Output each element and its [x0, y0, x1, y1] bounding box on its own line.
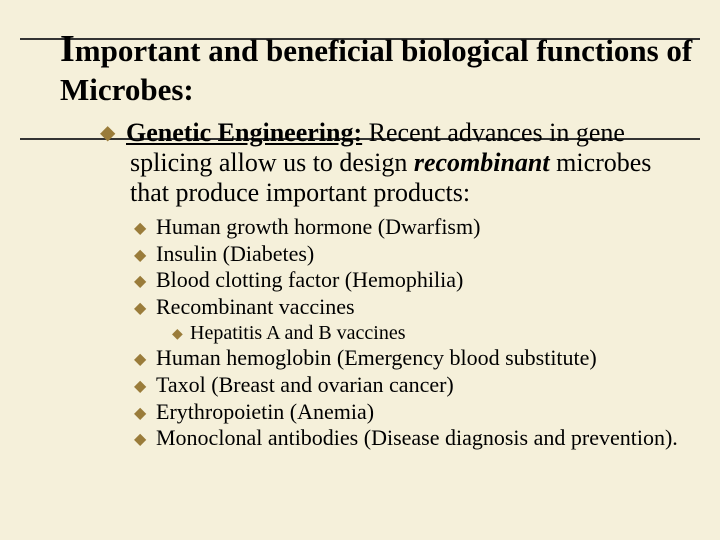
diamond-icon: ◆: [134, 350, 156, 370]
item-text: Recombinant vaccines: [156, 294, 355, 319]
diamond-icon: ◆: [134, 246, 156, 266]
content-area: ◆Genetic Engineering: Recent advances in…: [100, 118, 680, 452]
diamond-icon: ◆: [134, 272, 156, 292]
item-text: Erythropoietin (Anemia): [156, 399, 374, 424]
topic-emph: recombinant: [414, 148, 550, 177]
list-item: ◆Human hemoglobin (Emergency blood subst…: [134, 345, 680, 372]
list-item: ◆Blood clotting factor (Hemophilia): [134, 267, 680, 294]
sub-list-item: ◆Hepatitis A and B vaccines: [172, 321, 680, 345]
item-text: Insulin (Diabetes): [156, 241, 314, 266]
item-text: Blood clotting factor (Hemophilia): [156, 267, 463, 292]
item-text: Monoclonal antibodies (Disease diagnosis…: [156, 425, 678, 450]
list-item: ◆Insulin (Diabetes): [134, 241, 680, 268]
slide: Important and beneficial biological func…: [0, 0, 720, 540]
list-item: ◆Taxol (Breast and ovarian cancer): [134, 372, 680, 399]
list-item: ◆Human growth hormone (Dwarfism): [134, 214, 680, 241]
level1-item: ◆Genetic Engineering: Recent advances in…: [100, 118, 680, 208]
diamond-icon: ◆: [134, 377, 156, 397]
list-item: ◆Erythropoietin (Anemia): [134, 399, 680, 426]
title-cap: I: [60, 28, 75, 70]
title-rest: mportant and beneficial biological funct…: [60, 33, 692, 107]
diamond-icon: ◆: [134, 299, 156, 319]
diamond-icon: ◆: [134, 404, 156, 424]
list-item: ◆Recombinant vaccines: [134, 294, 680, 321]
item-text: Human growth hormone (Dwarfism): [156, 214, 480, 239]
slide-title: Important and beneficial biological func…: [60, 28, 720, 107]
diamond-icon: ◆: [100, 122, 126, 145]
diamond-icon: ◆: [134, 219, 156, 239]
item-text: Human hemoglobin (Emergency blood substi…: [156, 345, 597, 370]
list-item: ◆Monoclonal antibodies (Disease diagnosi…: [134, 425, 680, 452]
diamond-icon: ◆: [134, 430, 156, 450]
item-text: Taxol (Breast and ovarian cancer): [156, 372, 454, 397]
diamond-icon: ◆: [172, 327, 190, 344]
topic-label: Genetic Engineering:: [126, 118, 362, 147]
item-text: Hepatitis A and B vaccines: [190, 322, 406, 344]
